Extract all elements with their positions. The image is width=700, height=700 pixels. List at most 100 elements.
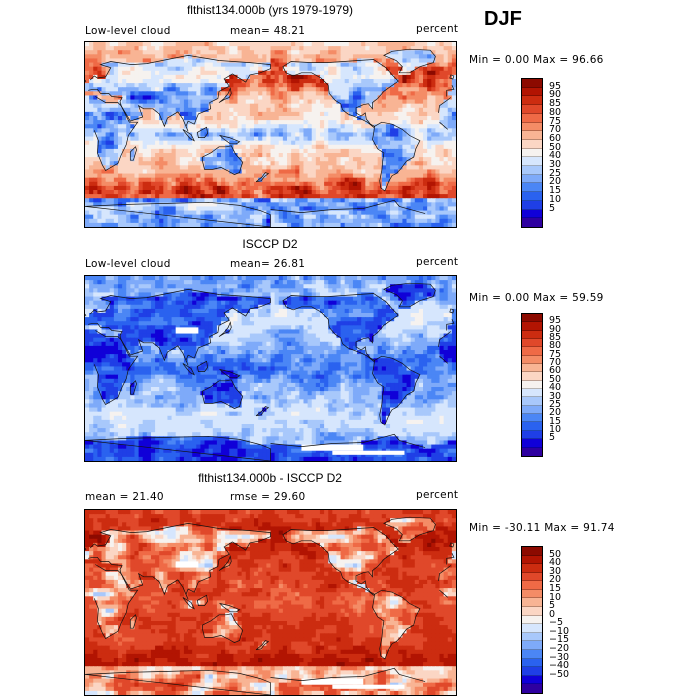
colorbar-swatch — [522, 615, 542, 625]
colorbar-tick-label: −40 — [549, 660, 570, 672]
colorbar-tick-label: 70 — [549, 357, 562, 369]
coastline-greenland — [383, 282, 436, 308]
coastline-newZealand — [255, 406, 270, 417]
colorbar-swatch — [522, 148, 542, 158]
coastline-japan — [218, 555, 232, 571]
missing-data-patch — [175, 327, 199, 334]
coastline-sumatra — [182, 363, 195, 376]
coastline-greenland — [383, 516, 436, 542]
colorbar-swatch — [522, 87, 542, 97]
panel-2-colorbar-ticks: 95 90 85 80 75 70 60 50 40 30 25 20 15 10 5 — [549, 313, 579, 457]
colorbar-swatch — [522, 166, 542, 175]
season-label: DJF — [484, 8, 522, 30]
coastline-africa — [93, 330, 452, 405]
coastline-antarctica — [85, 667, 426, 695]
colorbar-tick-label: 60 — [549, 365, 562, 377]
coastline-africa — [93, 564, 452, 639]
colorbar-tick-label: 40 — [549, 150, 562, 162]
colorbar-swatch — [522, 430, 542, 440]
coastline-antarctica — [85, 199, 426, 227]
coastline-greatBritain — [85, 308, 455, 317]
colorbar-swatch — [522, 183, 542, 193]
coastline-africa — [93, 96, 452, 171]
field-raster — [85, 510, 456, 695]
colorbar-tick-label: 40 — [549, 557, 562, 569]
colorbar-tick-label: 50 — [549, 548, 562, 560]
colorbar-swatch — [522, 209, 542, 219]
coastline-newGuinea — [218, 134, 241, 145]
coastline-borneo — [196, 594, 208, 606]
missing-data-patch — [301, 678, 364, 685]
colorbar-swatch — [522, 632, 542, 642]
colorbar-swatch — [522, 105, 542, 114]
colorbar-swatch — [522, 322, 542, 331]
coastline-greatBritain — [85, 542, 455, 551]
panel-1-units-label: percent — [416, 23, 459, 35]
field-raster — [85, 42, 456, 227]
panel-3-map — [84, 509, 457, 696]
colorbar-tick-label: 30 — [549, 390, 562, 402]
colorbar-swatch — [522, 355, 542, 365]
colorbar-tick-label: 10 — [549, 591, 562, 603]
coastline-eurasia — [88, 55, 455, 132]
colorbar-swatch — [522, 347, 542, 356]
colorbar-swatch — [522, 79, 542, 88]
panel-2-title: ISCCP D2 — [242, 237, 298, 251]
colorbar-swatch — [522, 564, 542, 573]
colorbar-swatch — [522, 339, 542, 348]
colorbar-swatch — [522, 113, 542, 123]
colorbar-swatch — [522, 405, 542, 415]
colorbar-swatch — [522, 447, 542, 456]
colorbar-swatch — [522, 122, 542, 132]
colorbar-swatch — [522, 572, 542, 582]
panel-2-units-label: percent — [416, 256, 459, 268]
colorbar-tick-label: 85 — [549, 98, 562, 110]
colorbar-swatch — [522, 667, 542, 676]
colorbar-tick-label: 10 — [549, 193, 562, 205]
panel-1-variable-label: Low-level cloud — [85, 25, 171, 37]
coastline-madagascar — [129, 614, 137, 629]
colorbar-tick-label: 70 — [549, 124, 562, 136]
colorbar-swatch — [522, 96, 542, 106]
coastline-northAmerica — [282, 59, 399, 128]
colorbar-tick-label: 75 — [549, 348, 562, 360]
colorbar-swatch — [522, 157, 542, 167]
colorbar-tick-label: 90 — [549, 89, 562, 101]
colorbar-tick-label: 80 — [549, 106, 562, 118]
colorbar-tick-label: 85 — [549, 332, 562, 344]
coastline-southAmerica — [372, 121, 421, 192]
panel-3-units-label: percent — [416, 489, 459, 501]
colorbar-swatch — [522, 607, 542, 616]
colorbar-swatch — [522, 598, 542, 608]
coastline-australia — [202, 145, 244, 175]
coastline-sumatra — [182, 597, 195, 610]
colorbar-tick-label: 20 — [549, 574, 562, 586]
panel-1-range-label: Min = 0.00 Max = 96.66 — [469, 54, 604, 66]
coastline-eurasia — [88, 523, 455, 600]
coastline-northAmerica — [282, 293, 399, 362]
colorbar-tick-label: 10 — [549, 423, 562, 435]
coastline-borneo — [196, 126, 208, 138]
coastline-australia — [202, 613, 244, 643]
colorbar-swatch — [522, 174, 542, 184]
panel-1-map — [84, 41, 457, 228]
coastline-madagascar — [129, 146, 137, 161]
coastline-japan — [218, 321, 232, 337]
colorbar-swatch — [522, 139, 542, 149]
coastline-eurasia — [88, 289, 455, 366]
colorbar-swatch — [522, 218, 542, 227]
panel-2-variable-label: Low-level cloud — [85, 258, 171, 270]
colorbar-swatch — [522, 330, 542, 340]
panel-3-colorbar — [521, 546, 543, 694]
missing-data-patch — [332, 684, 405, 689]
colorbar-tick-label: 5 — [549, 600, 556, 612]
colorbar-tick-label: 30 — [549, 159, 562, 171]
coastline-newZealand — [255, 640, 270, 651]
map-svg — [85, 510, 456, 695]
colorbar-tick-label: 25 — [549, 398, 562, 410]
colorbar-tick-label: −5 — [549, 617, 564, 629]
missing-data-patch — [175, 561, 199, 568]
colorbar-swatch — [522, 675, 542, 685]
coastline-japan — [218, 87, 232, 103]
colorbar-tick-label: 15 — [549, 185, 562, 197]
